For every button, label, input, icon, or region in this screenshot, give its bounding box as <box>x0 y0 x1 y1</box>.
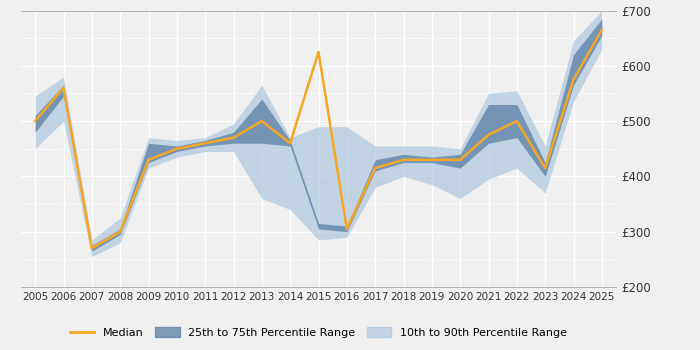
Legend: Median, 25th to 75th Percentile Range, 10th to 90th Percentile Range: Median, 25th to 75th Percentile Range, 1… <box>66 323 571 342</box>
